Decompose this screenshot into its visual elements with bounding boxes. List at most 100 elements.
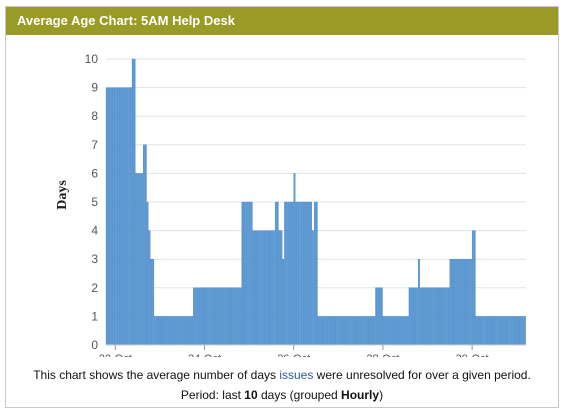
- bar: [490, 316, 493, 346]
- bar: [165, 316, 168, 346]
- bar: [239, 287, 242, 346]
- x-tick-label: 28-Oct: [366, 353, 399, 357]
- bar: [492, 316, 495, 346]
- bar: [237, 287, 240, 346]
- bar: [386, 316, 389, 346]
- bar: [261, 230, 264, 346]
- bar: [457, 259, 459, 346]
- bar: [451, 259, 454, 346]
- bar: [371, 316, 374, 346]
- bar: [144, 144, 147, 346]
- bar: [486, 316, 489, 346]
- bar: [146, 201, 149, 346]
- bar: [189, 316, 192, 346]
- bar: [503, 316, 506, 346]
- bar: [286, 201, 288, 346]
- bar: [226, 287, 229, 346]
- bar: [356, 316, 359, 346]
- bar: [512, 316, 515, 346]
- bar: [265, 230, 268, 346]
- bar: [260, 230, 262, 346]
- bar: [131, 58, 134, 346]
- bar: [252, 230, 255, 346]
- bar: [156, 316, 158, 346]
- bar: [436, 287, 439, 346]
- chart-panel: Average Age Chart: 5AM Help Desk 0 1 2 3 4 5 6…: [5, 6, 559, 408]
- bar: [217, 287, 220, 346]
- bar: [176, 316, 179, 346]
- period-text-2: days (grouped: [257, 388, 342, 402]
- bar: [154, 316, 156, 346]
- bar: [382, 316, 385, 346]
- bar: [427, 287, 430, 346]
- bar-series: [105, 58, 526, 346]
- bar: [499, 316, 502, 346]
- bar: [276, 201, 279, 346]
- bar: [518, 316, 521, 346]
- bar: [418, 259, 420, 346]
- bar: [380, 287, 383, 346]
- bar: [247, 201, 249, 346]
- bar: [308, 201, 311, 346]
- bar: [405, 316, 407, 346]
- bar: [388, 316, 391, 346]
- bar: [169, 316, 171, 346]
- bar: [273, 230, 275, 346]
- bar: [241, 201, 244, 346]
- bar: [126, 87, 129, 346]
- bar: [159, 316, 162, 346]
- bar: [204, 287, 207, 346]
- bar: [209, 287, 212, 346]
- y-axis-label: Days: [55, 180, 70, 210]
- bar: [520, 316, 523, 346]
- bar: [340, 316, 342, 346]
- bar: [343, 316, 346, 346]
- bar: [338, 316, 340, 346]
- bar: [414, 287, 417, 346]
- bar: [224, 287, 227, 346]
- bar: [263, 230, 266, 346]
- period-grouping: Hourly: [341, 388, 380, 402]
- bar: [444, 287, 446, 346]
- issues-link[interactable]: issues: [279, 368, 314, 382]
- bar: [128, 87, 130, 346]
- bar: [416, 287, 418, 346]
- bar: [358, 316, 361, 346]
- bar: [111, 87, 114, 346]
- bar: [395, 316, 398, 346]
- bar: [213, 287, 216, 346]
- bar: [323, 316, 326, 346]
- bar: [284, 201, 287, 346]
- bar: [187, 316, 190, 346]
- bar: [319, 316, 322, 346]
- bar: [135, 173, 138, 346]
- bar: [287, 201, 290, 346]
- y-tick-label: 9: [91, 81, 98, 95]
- bar: [488, 316, 491, 346]
- y-tick-label: 7: [91, 138, 98, 152]
- bar: [455, 259, 457, 346]
- y-tick-label: 5: [91, 195, 98, 209]
- bar: [222, 287, 225, 346]
- y-tick-label: 10: [85, 52, 99, 66]
- bar: [254, 230, 257, 346]
- bar: [347, 316, 350, 346]
- bar: [509, 316, 511, 346]
- bar: [479, 316, 482, 346]
- bar: [421, 287, 424, 346]
- bar: [364, 316, 366, 346]
- bar: [297, 201, 300, 346]
- bar: [211, 287, 214, 346]
- bar: [148, 230, 151, 346]
- bar: [341, 316, 344, 346]
- bar: [429, 287, 431, 346]
- bar: [460, 259, 463, 346]
- bar: [167, 316, 169, 346]
- bar: [191, 316, 194, 346]
- bar: [516, 316, 519, 346]
- bar: [473, 230, 476, 346]
- bar: [289, 201, 292, 346]
- bar: [271, 230, 274, 346]
- bar: [295, 201, 298, 346]
- bar: [458, 259, 461, 346]
